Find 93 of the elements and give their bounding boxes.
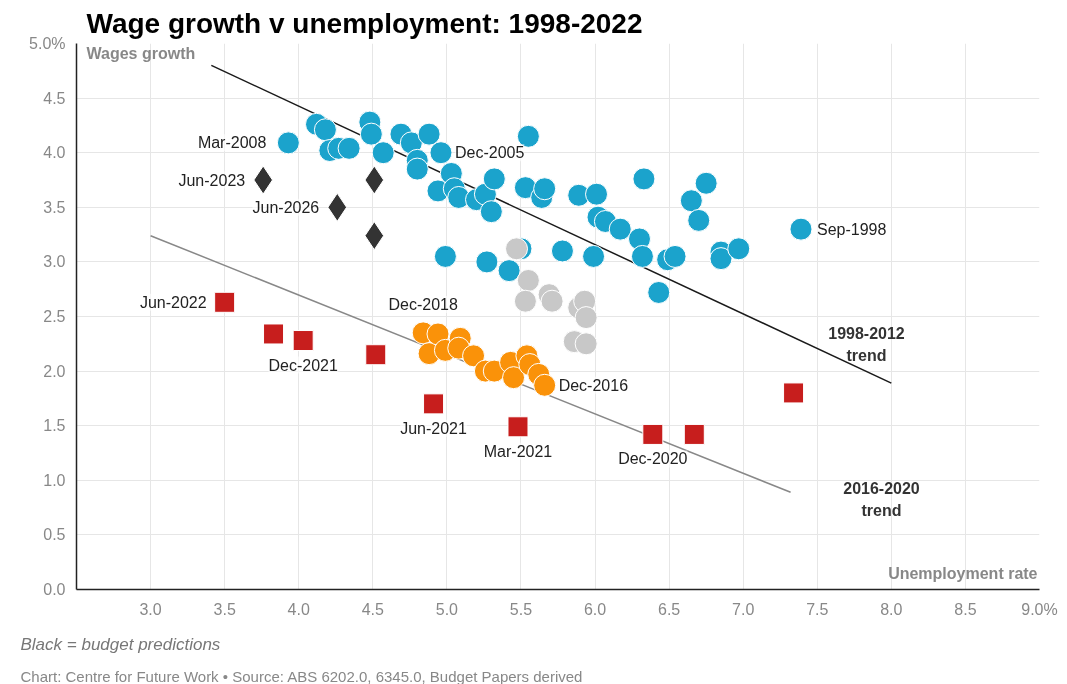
annotation: Jun-2026 bbox=[252, 198, 320, 216]
x-tick-label: 5.5 bbox=[509, 600, 533, 618]
x-tick-label: 6.5 bbox=[657, 600, 681, 618]
point bbox=[327, 192, 348, 222]
annotation: Dec-2021 bbox=[268, 356, 338, 374]
point bbox=[585, 182, 609, 206]
point bbox=[679, 189, 703, 213]
point bbox=[783, 382, 805, 404]
annotation: 2016-2020 trend bbox=[843, 479, 920, 520]
point bbox=[550, 239, 574, 263]
y-tick-label: 1.0 bbox=[43, 471, 66, 489]
point bbox=[359, 122, 383, 146]
point bbox=[462, 344, 486, 368]
y-tick-label: 0.0 bbox=[43, 581, 66, 598]
x-tick-label: 4.5 bbox=[361, 600, 385, 618]
x-axis-title: Unemployment rate bbox=[888, 564, 1038, 582]
x-tick-label: 3.0 bbox=[139, 600, 162, 618]
annotation: Dec-2018 bbox=[388, 295, 458, 313]
point bbox=[683, 423, 705, 445]
annotation: Jun-2021 bbox=[400, 419, 468, 437]
y-tick-label: 3.0 bbox=[43, 253, 66, 271]
annotation: Mar-2021 bbox=[483, 442, 553, 460]
point bbox=[574, 332, 598, 356]
point bbox=[533, 373, 557, 397]
point bbox=[479, 200, 503, 224]
annotation: Dec-2020 bbox=[618, 450, 688, 468]
x-tick-label: 4.0 bbox=[287, 600, 310, 618]
point bbox=[642, 423, 664, 445]
x-tick-label: 9.0% bbox=[1021, 600, 1058, 618]
x-tick-label: 7.0 bbox=[732, 600, 755, 618]
x-tick-label: 3.5 bbox=[213, 600, 236, 618]
point bbox=[263, 323, 285, 345]
x-tick-label: 5.0 bbox=[435, 600, 459, 618]
point bbox=[540, 289, 564, 313]
point bbox=[630, 244, 654, 268]
y-tick-label: 4.5 bbox=[43, 89, 66, 107]
x-tick-label: 7.5 bbox=[806, 600, 829, 618]
annotation: Dec-2016 bbox=[558, 376, 629, 394]
point bbox=[727, 237, 751, 261]
point bbox=[516, 124, 540, 148]
point bbox=[365, 344, 387, 366]
point bbox=[423, 393, 445, 415]
point bbox=[475, 250, 499, 274]
point bbox=[608, 217, 632, 241]
y-tick-label: 0.5 bbox=[43, 526, 66, 544]
annotation: Mar-2008 bbox=[197, 134, 267, 152]
point bbox=[337, 136, 361, 160]
point bbox=[364, 165, 385, 195]
point bbox=[482, 167, 506, 191]
point bbox=[533, 177, 557, 201]
point bbox=[313, 118, 337, 142]
point bbox=[364, 221, 385, 251]
y-tick-label: 1.5 bbox=[43, 417, 66, 435]
point bbox=[687, 208, 711, 232]
point bbox=[371, 141, 395, 165]
point bbox=[502, 366, 526, 390]
x-tick-label: 8.0 bbox=[880, 600, 903, 618]
y-tick-label: 3.5 bbox=[43, 198, 66, 216]
y-tick-label: 2.0 bbox=[43, 362, 66, 380]
point bbox=[276, 131, 300, 155]
point bbox=[513, 289, 537, 313]
point bbox=[417, 122, 441, 146]
point bbox=[507, 416, 529, 438]
point bbox=[253, 165, 274, 195]
annotation: Sep-1998 bbox=[816, 220, 887, 238]
point bbox=[582, 244, 606, 268]
point bbox=[632, 167, 656, 191]
point bbox=[497, 259, 521, 283]
annotation: Jun-2023 bbox=[178, 171, 246, 189]
annotation: Dec-2005 bbox=[454, 144, 525, 162]
point bbox=[405, 157, 429, 181]
x-tick-label: 8.5 bbox=[954, 600, 977, 618]
point bbox=[789, 217, 813, 241]
text: Chart: Centre for Future Work • Source: ABS 6202.0, 6345.0, Budget Papers derived bbox=[20, 667, 583, 684]
point bbox=[292, 330, 314, 352]
chart-title: Wage growth v unemployment: 1998-2022 bbox=[86, 7, 643, 39]
point bbox=[647, 281, 671, 304]
y-tick-label: 5.0% bbox=[29, 35, 66, 52]
annotation: 1998-2012 trend bbox=[828, 324, 905, 365]
point bbox=[663, 244, 687, 268]
y-tick-label: 4.0 bbox=[43, 144, 66, 162]
y-tick-label: 2.5 bbox=[43, 308, 66, 325]
point bbox=[433, 244, 457, 268]
point bbox=[574, 306, 598, 330]
point bbox=[429, 141, 453, 165]
y-axis-title: Wages growth bbox=[86, 44, 196, 62]
point bbox=[709, 247, 733, 271]
point bbox=[516, 268, 540, 292]
point bbox=[214, 291, 236, 313]
annotation: Jun-2022 bbox=[139, 293, 207, 311]
text: Black = budget predictions bbox=[20, 634, 221, 654]
x-tick-label: 6.0 bbox=[583, 600, 607, 618]
point bbox=[694, 171, 718, 195]
